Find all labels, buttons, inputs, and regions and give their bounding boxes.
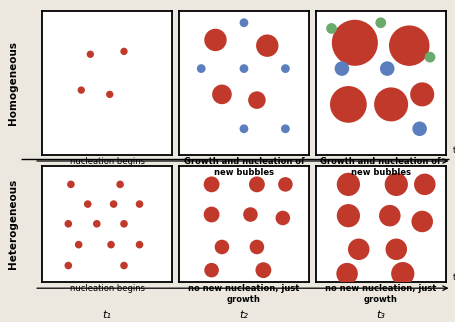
Point bbox=[84, 202, 91, 207]
Point bbox=[218, 92, 225, 97]
Text: time: time bbox=[452, 146, 455, 155]
Point bbox=[197, 66, 204, 71]
Point bbox=[278, 215, 286, 221]
Point bbox=[420, 182, 428, 187]
Point bbox=[65, 221, 72, 226]
Point bbox=[343, 271, 350, 276]
Point bbox=[327, 26, 334, 31]
Point bbox=[392, 247, 399, 252]
Text: Growth and nucleation of
new bubbles: Growth and nucleation of new bubbles bbox=[320, 157, 440, 176]
Text: t₃: t₃ bbox=[375, 310, 384, 320]
Point bbox=[259, 268, 267, 273]
Point bbox=[398, 271, 405, 276]
Point bbox=[240, 20, 247, 25]
Point bbox=[65, 263, 72, 268]
Point bbox=[218, 244, 225, 250]
Point bbox=[253, 98, 260, 103]
Point bbox=[281, 126, 288, 131]
Point bbox=[281, 182, 288, 187]
Point bbox=[120, 221, 127, 226]
Point bbox=[107, 242, 115, 247]
Text: nucleation begins: nucleation begins bbox=[70, 284, 144, 293]
Text: Growth and nucleation of
new bubbles: Growth and nucleation of new bubbles bbox=[183, 157, 303, 176]
Point bbox=[385, 213, 393, 218]
Point bbox=[116, 182, 123, 187]
Point bbox=[425, 54, 433, 60]
Point bbox=[338, 66, 345, 71]
Text: Heterogeneous: Heterogeneous bbox=[8, 179, 18, 269]
Point bbox=[418, 219, 425, 224]
Point bbox=[418, 92, 425, 97]
Point bbox=[240, 126, 247, 131]
Point bbox=[383, 66, 390, 71]
Point bbox=[136, 242, 143, 247]
Point bbox=[67, 182, 74, 187]
Text: no new nucleation, just
growth: no new nucleation, just growth bbox=[324, 284, 435, 304]
Point bbox=[253, 244, 260, 250]
Point bbox=[263, 43, 270, 48]
Text: nucleation begins: nucleation begins bbox=[70, 157, 144, 166]
Point bbox=[354, 247, 362, 252]
Point bbox=[136, 202, 143, 207]
Text: t₂: t₂ bbox=[239, 310, 248, 320]
Point bbox=[392, 182, 399, 187]
Point bbox=[387, 102, 394, 107]
Point bbox=[207, 182, 215, 187]
Point bbox=[77, 88, 85, 93]
Point bbox=[344, 213, 351, 218]
Point bbox=[240, 66, 247, 71]
Point bbox=[253, 182, 260, 187]
Point bbox=[93, 221, 100, 226]
Point bbox=[344, 182, 351, 187]
Point bbox=[404, 43, 412, 48]
Point bbox=[120, 263, 127, 268]
Point bbox=[75, 242, 82, 247]
Point bbox=[212, 37, 219, 43]
Text: time: time bbox=[452, 273, 455, 282]
Point bbox=[281, 66, 288, 71]
Point bbox=[106, 92, 113, 97]
Text: no new nucleation, just
growth: no new nucleation, just growth bbox=[188, 284, 299, 304]
Point bbox=[120, 49, 127, 54]
Text: Homogeneous: Homogeneous bbox=[8, 41, 18, 125]
Point bbox=[344, 102, 351, 107]
Point bbox=[207, 268, 215, 273]
Point bbox=[86, 52, 94, 57]
Point bbox=[246, 212, 253, 217]
Point bbox=[376, 20, 384, 25]
Point bbox=[415, 126, 422, 131]
Point bbox=[350, 40, 358, 45]
Point bbox=[207, 212, 215, 217]
Point bbox=[110, 202, 117, 207]
Text: t₁: t₁ bbox=[102, 310, 111, 320]
